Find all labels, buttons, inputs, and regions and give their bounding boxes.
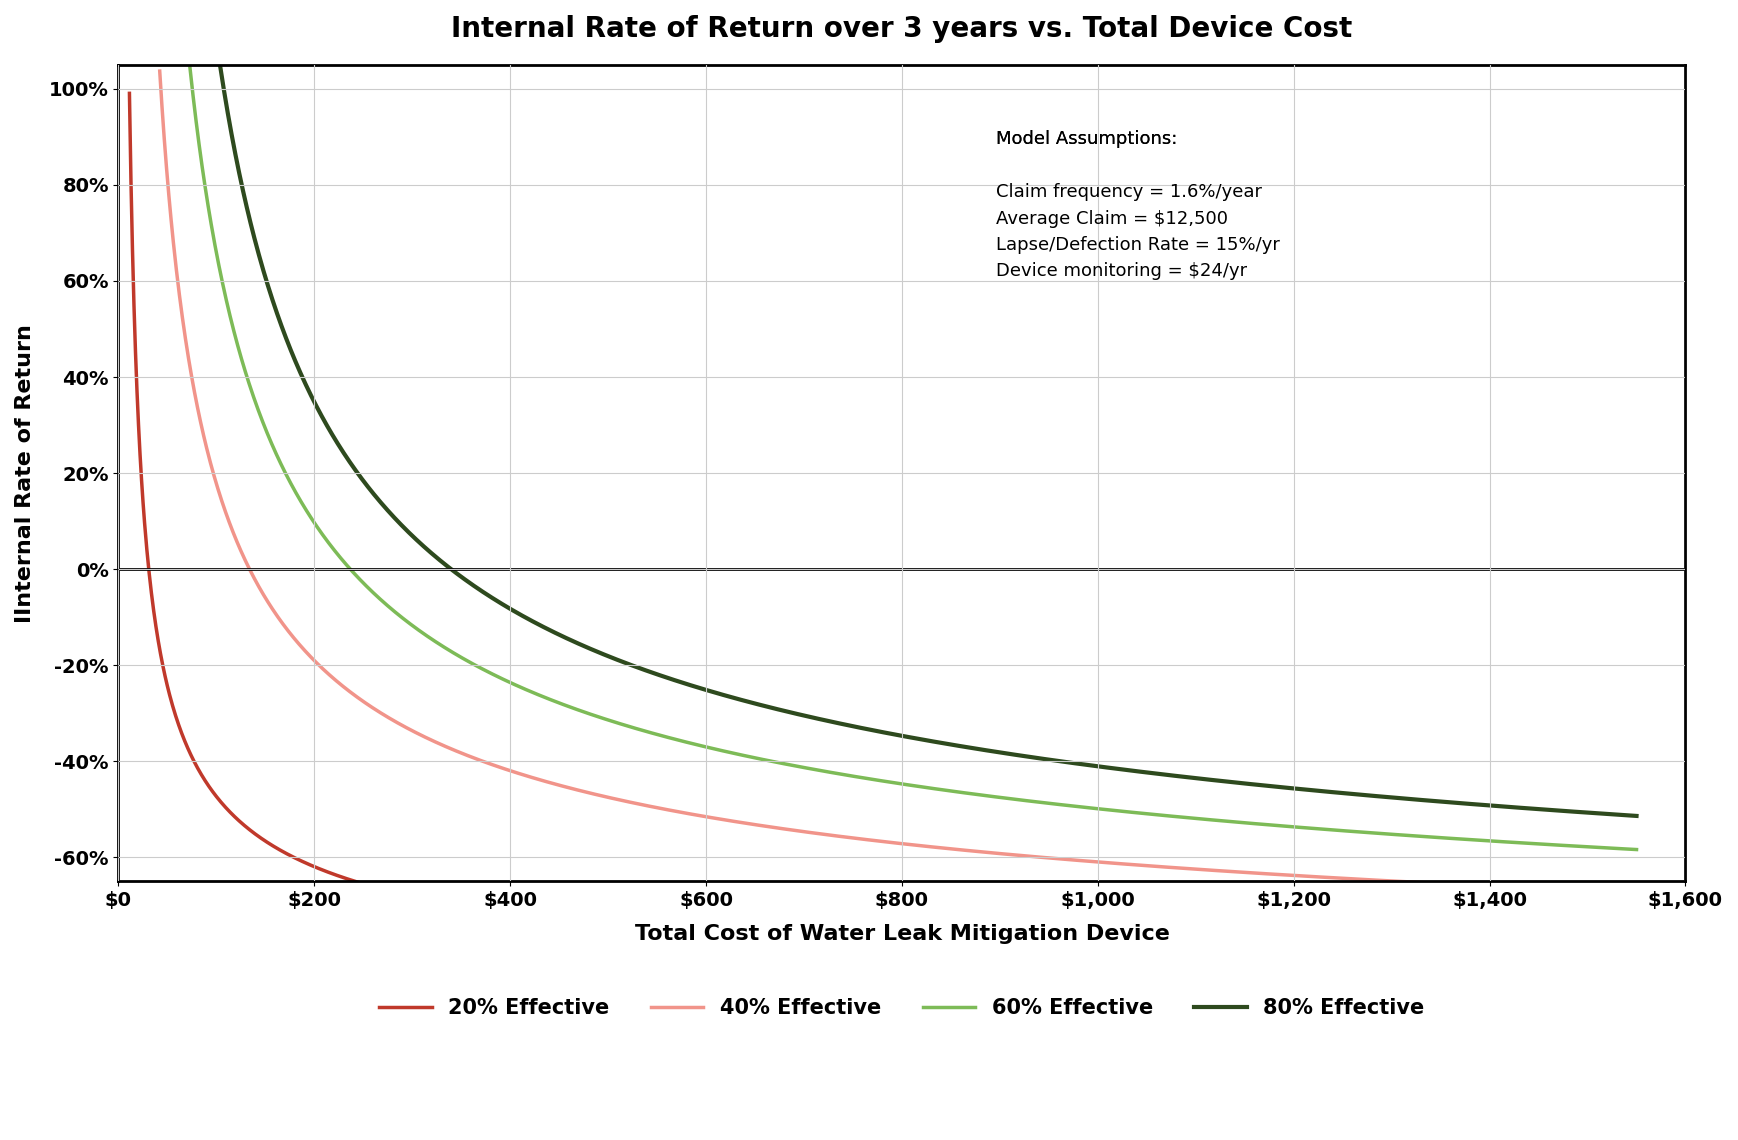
40% Effective bbox=[688, 808, 709, 822]
Y-axis label: IInternal Rate of Return: IInternal Rate of Return bbox=[16, 324, 35, 622]
40% Effective bbox=[763, 821, 784, 834]
Title: Internal Rate of Return over 3 years vs. Total Device Cost: Internal Rate of Return over 3 years vs.… bbox=[452, 15, 1352, 43]
Text: Model Assumptions:: Model Assumptions: bbox=[996, 130, 1177, 148]
20% Effective bbox=[447, 898, 468, 912]
20% Effective bbox=[195, 775, 216, 789]
Line: 20% Effective: 20% Effective bbox=[129, 93, 457, 905]
60% Effective bbox=[1067, 799, 1088, 813]
Line: 40% Effective: 40% Effective bbox=[160, 71, 1637, 893]
80% Effective bbox=[653, 670, 674, 684]
20% Effective bbox=[259, 838, 280, 852]
Line: 60% Effective: 60% Effective bbox=[189, 68, 1637, 849]
80% Effective bbox=[631, 662, 652, 676]
40% Effective bbox=[706, 812, 726, 825]
40% Effective bbox=[1352, 872, 1373, 886]
60% Effective bbox=[254, 421, 275, 434]
20% Effective bbox=[118, 87, 139, 100]
Legend: 20% Effective, 40% Effective, 60% Effective, 80% Effective: 20% Effective, 40% Effective, 60% Effect… bbox=[372, 990, 1432, 1026]
Text: Claim frequency = 1.6%/year
Average Claim = $12,500
Lapse/Defection Rate = 15%/y: Claim frequency = 1.6%/year Average Clai… bbox=[996, 184, 1279, 280]
20% Effective bbox=[271, 844, 292, 857]
20% Effective bbox=[322, 866, 342, 880]
80% Effective bbox=[1627, 809, 1648, 823]
60% Effective bbox=[1627, 842, 1648, 856]
80% Effective bbox=[210, 60, 231, 74]
60% Effective bbox=[1175, 811, 1196, 824]
60% Effective bbox=[179, 62, 200, 75]
60% Effective bbox=[1064, 799, 1085, 813]
80% Effective bbox=[1613, 808, 1634, 822]
80% Effective bbox=[1418, 793, 1439, 807]
Text: Model Assumptions:: Model Assumptions: bbox=[996, 130, 1177, 148]
40% Effective bbox=[1264, 868, 1284, 881]
40% Effective bbox=[149, 64, 170, 78]
80% Effective bbox=[673, 676, 693, 690]
X-axis label: Total Cost of Water Leak Mitigation Device: Total Cost of Water Leak Mitigation Devi… bbox=[634, 925, 1170, 944]
20% Effective bbox=[146, 625, 167, 638]
Line: 80% Effective: 80% Effective bbox=[221, 67, 1637, 816]
40% Effective bbox=[1627, 886, 1648, 899]
20% Effective bbox=[316, 864, 337, 878]
80% Effective bbox=[949, 739, 970, 752]
40% Effective bbox=[968, 845, 989, 858]
60% Effective bbox=[622, 720, 643, 734]
60% Effective bbox=[1310, 822, 1331, 836]
